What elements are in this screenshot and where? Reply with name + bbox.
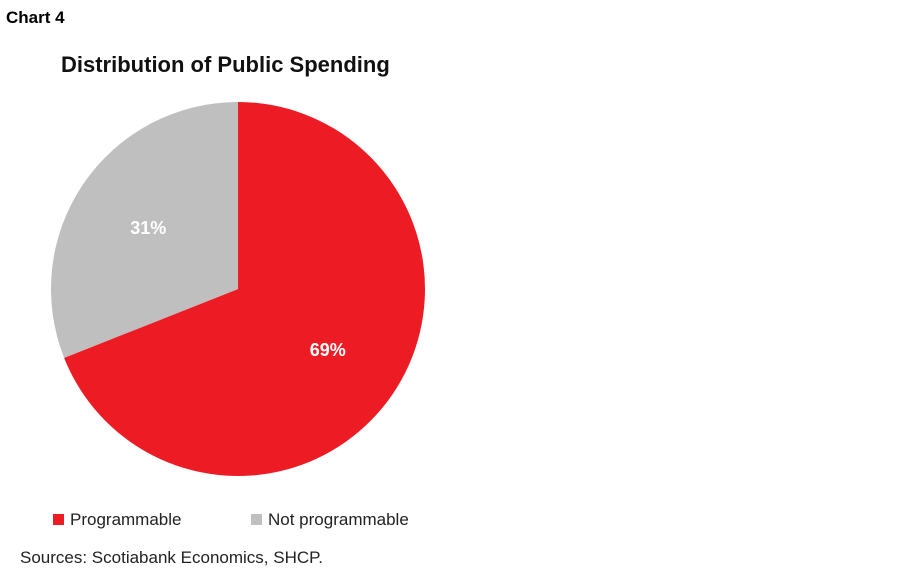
pie-chart: 69% 31% [50,102,425,477]
pie-slice-programmable [64,102,425,477]
legend-label-not-programmable: Not programmable [268,510,409,529]
data-label-not-programmable: 31% [130,218,166,238]
data-label-programmable: 69% [310,340,346,360]
legend-swatch-not-programmable [251,514,262,525]
legend-label-programmable: Programmable [70,510,182,529]
legend-item-programmable: Programmable [53,510,182,530]
pie-slice-not-programmable [50,102,239,358]
legend-swatch-programmable [53,514,64,525]
legend-item-not-programmable: Not programmable [251,510,409,530]
chart-title: Distribution of Public Spending [61,52,390,77]
chart-label: Chart 4 [6,8,65,27]
sources-note: Sources: Scotiabank Economics, SHCP. [20,548,323,567]
